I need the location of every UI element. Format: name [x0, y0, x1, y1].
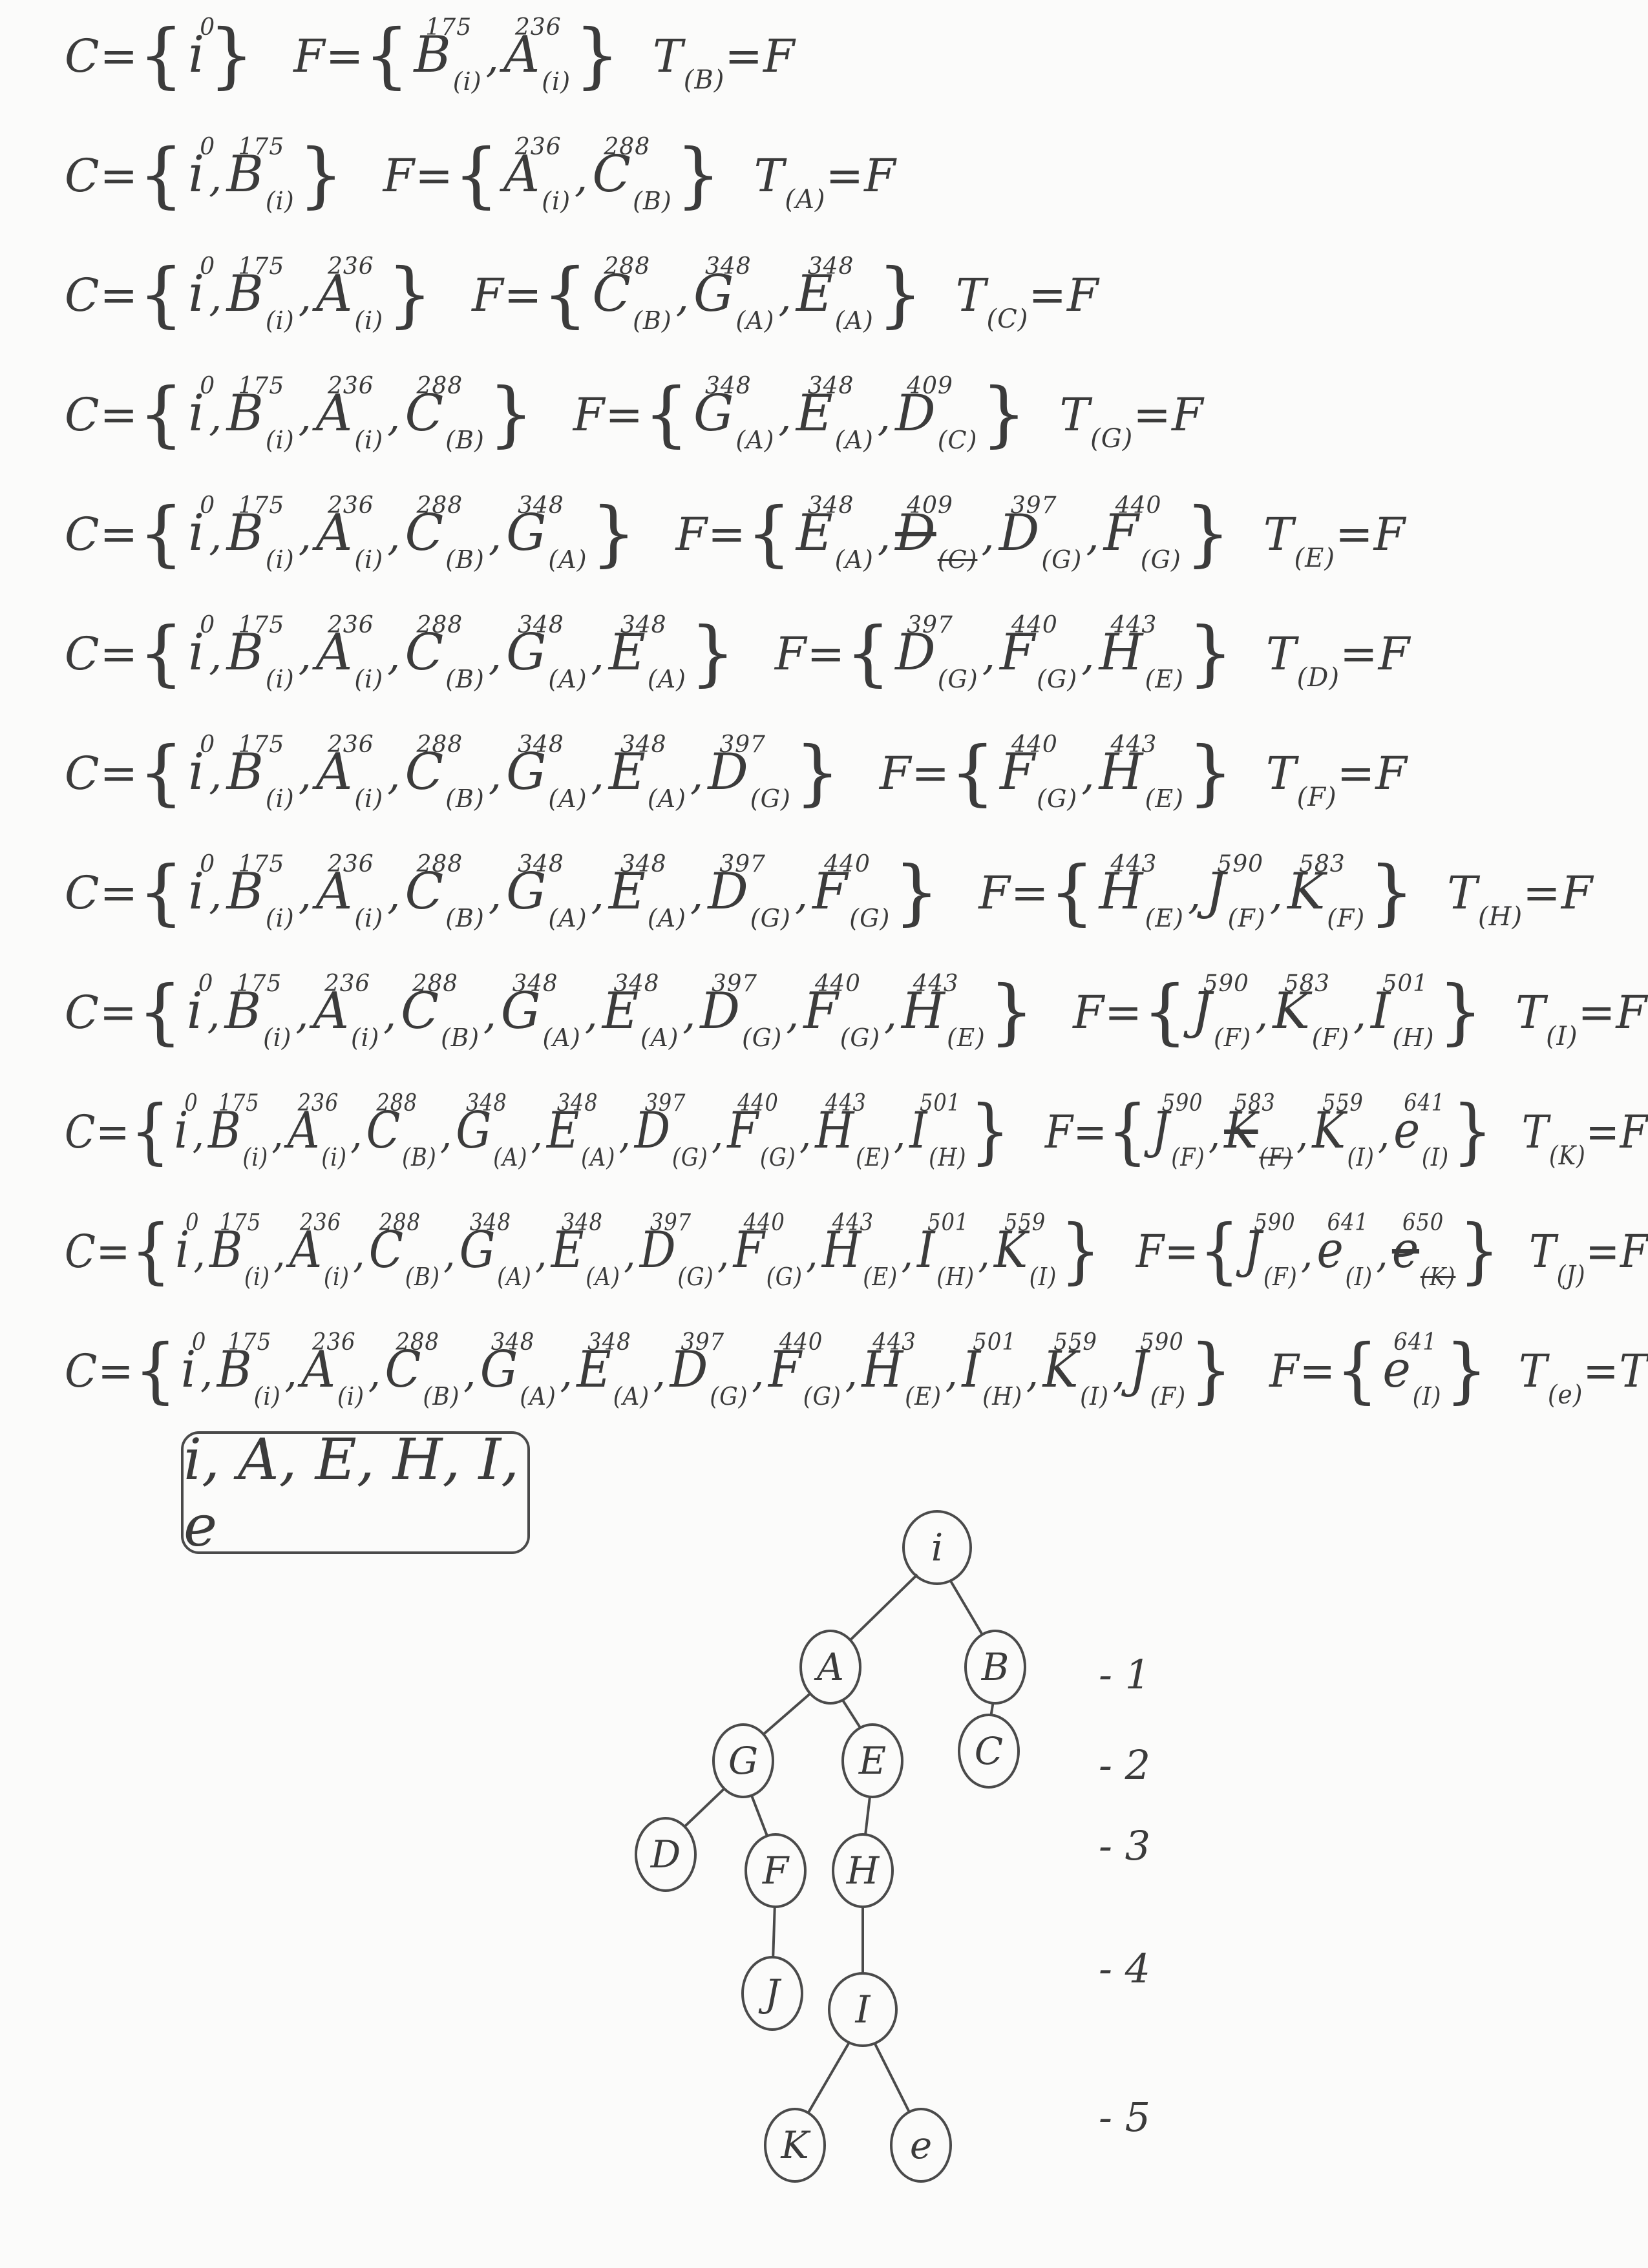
tree-node-label: D — [650, 1832, 681, 1876]
tree-node-A: A — [801, 1631, 860, 1703]
tree-edge — [874, 2042, 909, 2112]
tree-node-J: J — [743, 1957, 802, 2030]
tree-edge — [773, 1907, 775, 1957]
tree-node-F: F — [746, 1834, 805, 1907]
tree-node-e: e — [891, 2109, 951, 2181]
tree-node-label: F — [762, 1849, 790, 1893]
tree-node-label: C — [975, 1729, 1003, 1773]
tree-edge — [850, 1575, 918, 1640]
tree-node-B: B — [966, 1631, 1025, 1703]
tree-node-i: i — [903, 1511, 971, 1584]
tree-node-label: E — [858, 1739, 886, 1783]
tree-node-K: K — [765, 2109, 825, 2181]
tree-node-D: D — [636, 1818, 695, 1891]
tree-node-label: B — [981, 1645, 1009, 1689]
tree-edge — [752, 1796, 767, 1836]
depth-label: - 3 — [1099, 1822, 1150, 1869]
tree-node-label: A — [814, 1645, 844, 1689]
tree-node-I: I — [829, 1973, 896, 2046]
tree-node-E: E — [843, 1725, 902, 1797]
depth-label: - 4 — [1099, 1945, 1150, 1992]
tree-edge — [950, 1580, 982, 1634]
tree-node-label: G — [728, 1739, 758, 1783]
tree-node-label: I — [855, 1988, 871, 2032]
tree-node-C: C — [959, 1715, 1019, 1787]
depth-label: - 5 — [1099, 2094, 1150, 2141]
depth-label: - 1 — [1099, 1651, 1150, 1698]
tree-edge — [843, 1700, 860, 1728]
tree-edge — [865, 1797, 870, 1834]
tree-node-label: e — [910, 2123, 932, 2167]
tree-node-G: G — [713, 1725, 773, 1797]
tree-edge — [684, 1789, 724, 1827]
tree-node-label: J — [758, 1971, 781, 2015]
tree-node-label: H — [846, 1849, 880, 1893]
depth-label: - 2 — [1099, 1741, 1150, 1789]
tree-edge — [763, 1694, 810, 1734]
tree-node-label: K — [780, 2123, 811, 2167]
tree-edge — [991, 1703, 993, 1715]
tree-node-label: i — [931, 1526, 944, 1570]
tree-edge — [808, 2042, 850, 2113]
tree-node-H: H — [833, 1834, 893, 1907]
